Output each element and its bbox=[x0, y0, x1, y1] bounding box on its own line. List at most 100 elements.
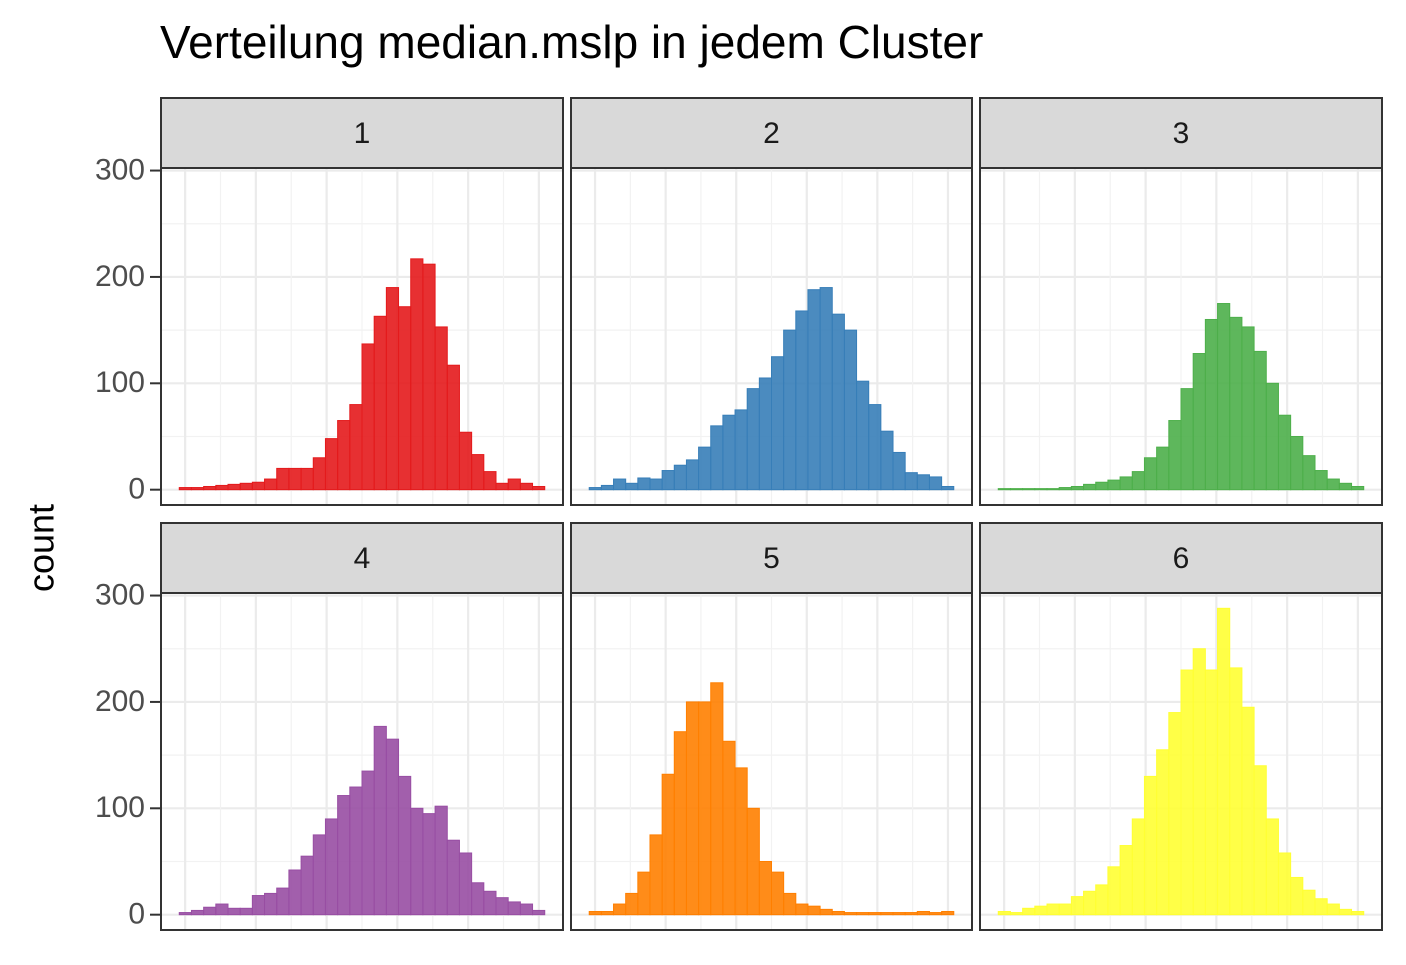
bar bbox=[385, 738, 400, 916]
bar bbox=[1290, 435, 1304, 491]
bar bbox=[1095, 884, 1109, 916]
bar bbox=[1131, 471, 1145, 491]
bar bbox=[1253, 350, 1267, 491]
bar bbox=[483, 471, 497, 491]
bar bbox=[600, 484, 615, 491]
bar bbox=[203, 485, 217, 491]
y-tick-label: 200 bbox=[95, 260, 145, 293]
bar bbox=[1277, 414, 1292, 491]
bar bbox=[324, 818, 339, 916]
bar bbox=[685, 701, 700, 916]
y-tick-label: 0 bbox=[128, 898, 145, 931]
bar bbox=[892, 451, 906, 491]
bar bbox=[1253, 765, 1267, 916]
bar bbox=[746, 388, 760, 491]
bar bbox=[251, 895, 266, 916]
bar bbox=[1290, 876, 1304, 916]
bar bbox=[843, 329, 858, 491]
bar bbox=[349, 404, 363, 491]
bar bbox=[532, 485, 546, 491]
bar bbox=[795, 903, 809, 916]
bar bbox=[1180, 388, 1194, 491]
bar bbox=[673, 731, 687, 916]
bar bbox=[807, 905, 821, 916]
y-axis-label: count bbox=[21, 504, 62, 592]
bar bbox=[613, 903, 627, 916]
bar bbox=[625, 482, 639, 491]
y-tick-label: 300 bbox=[95, 578, 145, 611]
bar bbox=[1070, 485, 1085, 491]
bar bbox=[446, 364, 460, 491]
bar bbox=[337, 420, 351, 491]
bar bbox=[1192, 353, 1206, 491]
strip bbox=[160, 522, 564, 594]
bar bbox=[831, 910, 845, 916]
bar bbox=[300, 855, 314, 916]
bar bbox=[215, 484, 229, 491]
strip-label: 5 bbox=[763, 542, 780, 575]
bar bbox=[264, 892, 278, 916]
bar bbox=[1217, 607, 1231, 916]
bar bbox=[673, 464, 687, 491]
bar bbox=[239, 482, 253, 491]
bar bbox=[434, 326, 448, 491]
strip-label: 4 bbox=[354, 542, 371, 575]
bar bbox=[1083, 483, 1097, 491]
bar bbox=[892, 912, 906, 916]
chart-title: Verteilung median.mslp in jedem Cluster bbox=[160, 16, 983, 68]
bar bbox=[239, 907, 253, 916]
bar bbox=[190, 909, 205, 916]
bar bbox=[385, 287, 400, 491]
bar bbox=[771, 356, 785, 491]
bar bbox=[288, 869, 302, 916]
bar bbox=[710, 682, 724, 916]
bar bbox=[1241, 706, 1255, 916]
strip bbox=[979, 522, 1383, 594]
bar bbox=[880, 912, 894, 916]
bar bbox=[1302, 889, 1316, 916]
bar bbox=[227, 483, 241, 491]
y-tick-label: 200 bbox=[95, 685, 145, 718]
bar bbox=[758, 377, 773, 491]
bar bbox=[637, 871, 651, 916]
bar bbox=[1265, 818, 1279, 916]
bar bbox=[458, 852, 473, 916]
bar bbox=[997, 488, 1011, 491]
bar bbox=[637, 477, 651, 491]
bar bbox=[398, 306, 412, 491]
bar bbox=[1022, 907, 1036, 916]
bar bbox=[661, 773, 675, 916]
bar bbox=[532, 909, 546, 916]
bar bbox=[941, 910, 955, 916]
bar bbox=[215, 903, 229, 916]
bar bbox=[507, 478, 521, 491]
bar bbox=[1009, 488, 1024, 491]
bar bbox=[178, 487, 192, 491]
bar bbox=[1058, 487, 1072, 491]
bar bbox=[312, 834, 326, 916]
bar bbox=[649, 834, 663, 916]
bar bbox=[941, 485, 955, 491]
bar bbox=[1265, 382, 1279, 491]
strip bbox=[979, 97, 1383, 169]
bar bbox=[783, 892, 797, 916]
bar bbox=[398, 775, 412, 916]
bar bbox=[1095, 481, 1109, 491]
y-tick-label: 100 bbox=[95, 791, 145, 824]
bar bbox=[746, 807, 760, 916]
bar bbox=[410, 258, 424, 491]
bar bbox=[1131, 818, 1145, 916]
bar bbox=[1326, 478, 1340, 491]
bar bbox=[843, 912, 858, 916]
bar bbox=[613, 478, 627, 491]
bar bbox=[300, 467, 314, 491]
bar bbox=[807, 289, 821, 491]
bar bbox=[1107, 479, 1121, 491]
bar bbox=[997, 910, 1011, 916]
bar bbox=[251, 481, 266, 491]
bar bbox=[1034, 905, 1048, 916]
strip-label: 2 bbox=[763, 117, 780, 150]
bar bbox=[1229, 316, 1243, 491]
bar bbox=[410, 807, 424, 916]
bar bbox=[928, 476, 943, 491]
